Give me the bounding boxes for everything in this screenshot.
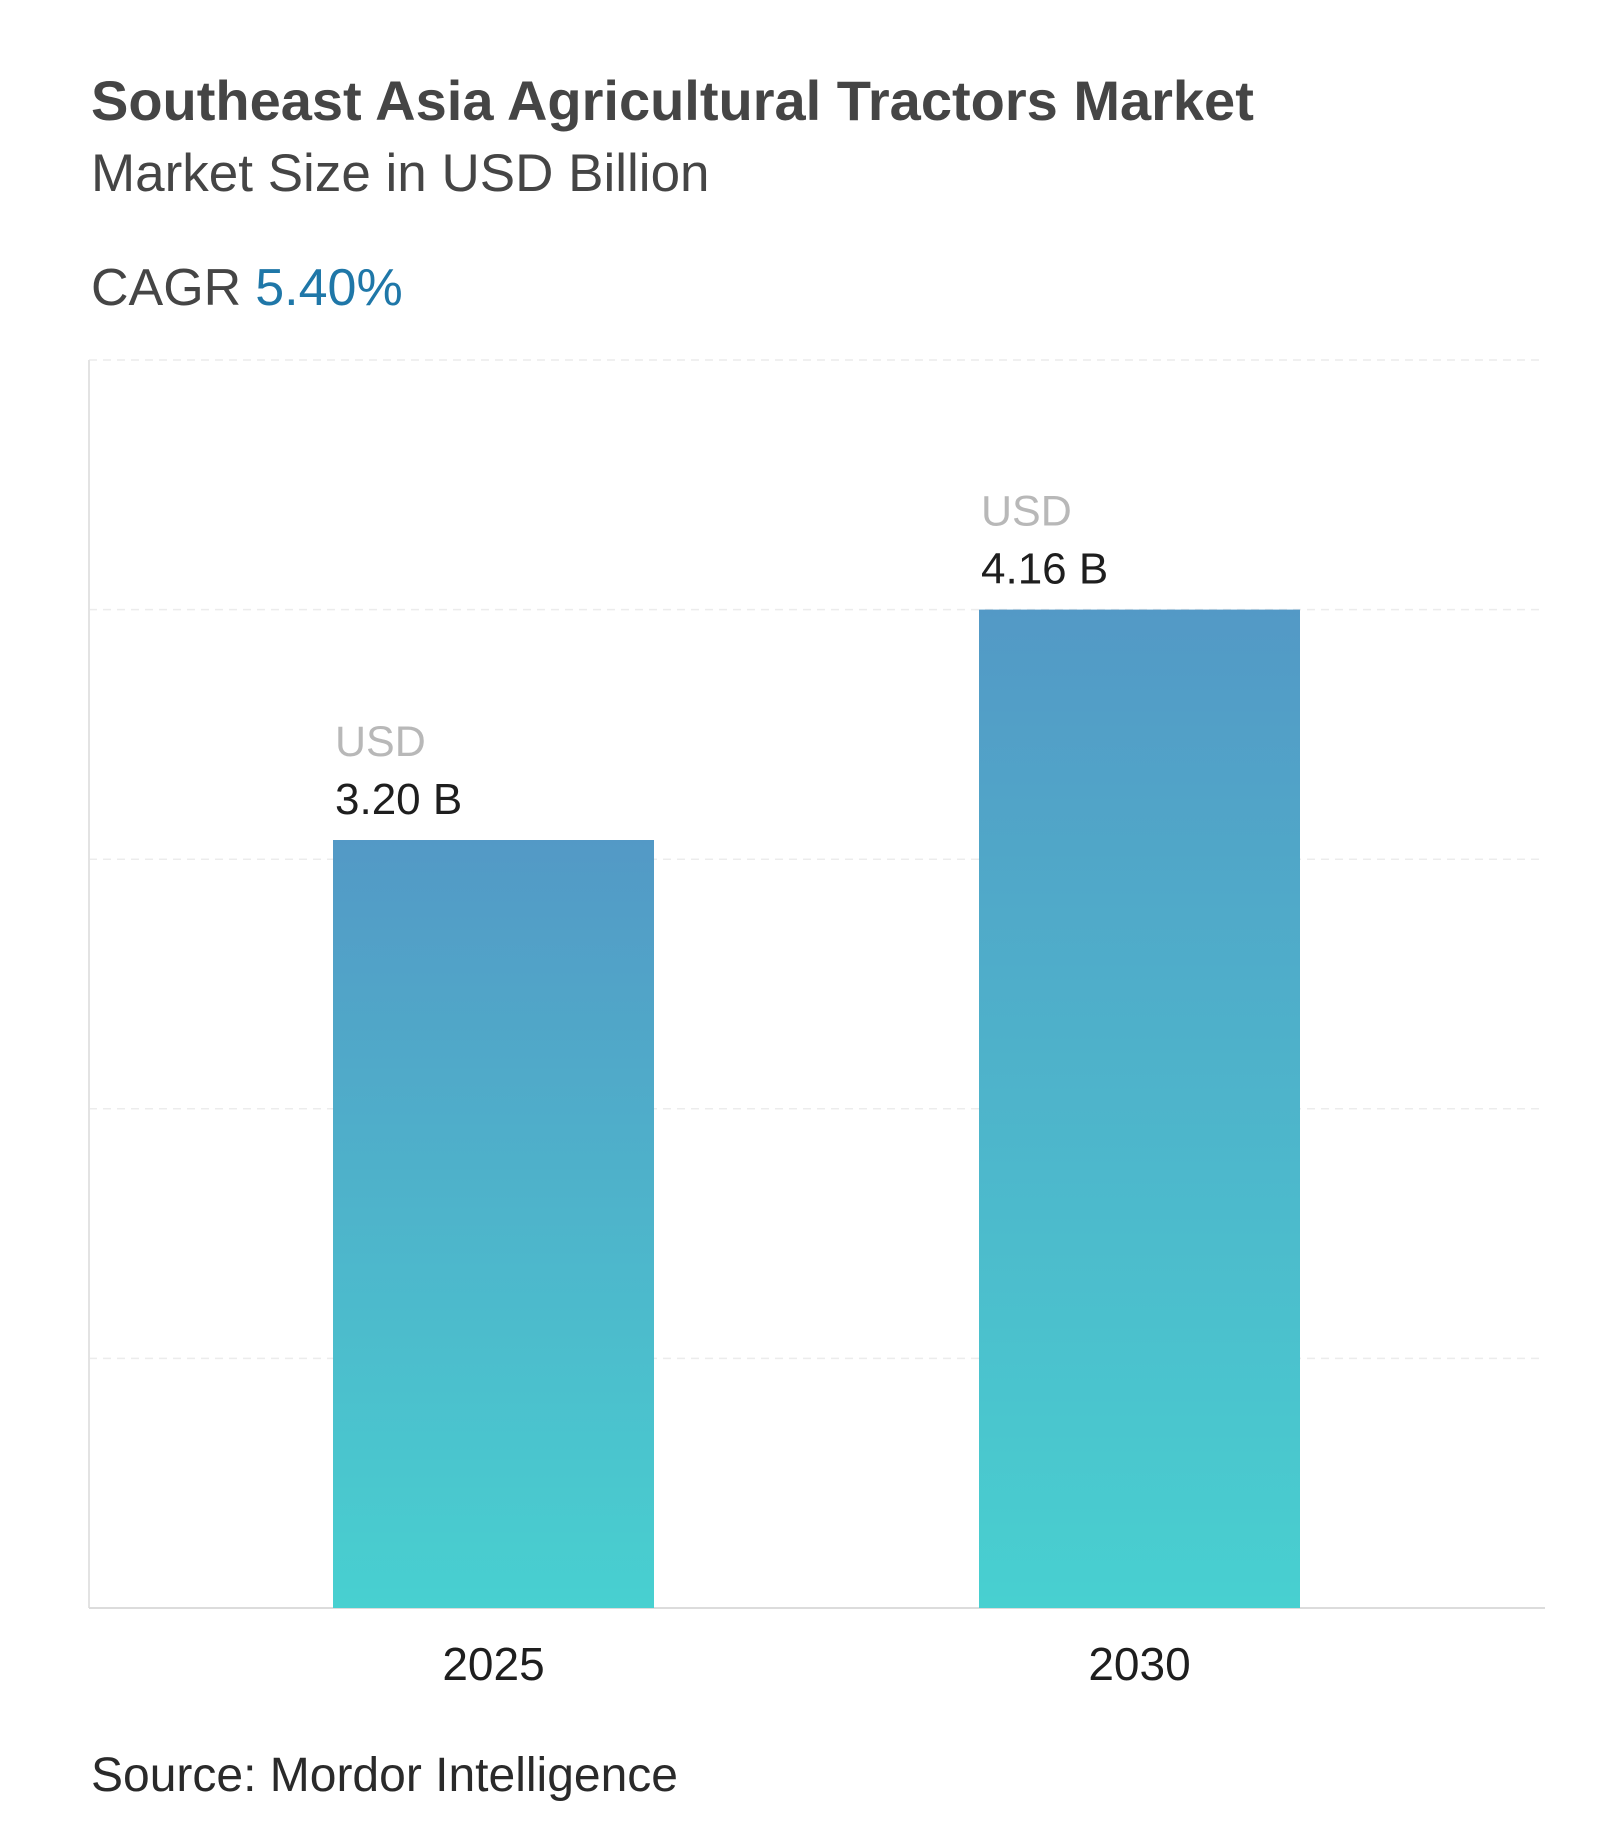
cagr-label: CAGR — [91, 259, 242, 317]
bar-2025 — [333, 840, 654, 1608]
x-tick-labels: 2025 2030 — [442, 1638, 1190, 1690]
source-note: Source: Mordor Intelligence — [91, 1749, 678, 1802]
data-label-value: 3.20 B — [335, 775, 462, 824]
cagr-value: 5.40% — [255, 259, 403, 317]
cagr-display: CAGR 5.40% — [91, 258, 403, 318]
data-label-value: 4.16 B — [981, 545, 1108, 594]
x-tick-label: 2030 — [1088, 1638, 1190, 1690]
data-labels: USD 3.20 B USD 4.16 B — [335, 488, 1108, 824]
data-label-prefix: USD — [981, 488, 1072, 536]
x-tick-label: 2025 — [442, 1638, 544, 1690]
gridlines — [89, 359, 1545, 1360]
bar-2030 — [979, 609, 1300, 1608]
bars — [333, 609, 1300, 1608]
data-label-prefix: USD — [335, 718, 426, 766]
chart-subtitle: Market Size in USD Billion — [91, 144, 710, 203]
chart-title: Southeast Asia Agricultural Tractors Mar… — [91, 69, 1254, 132]
